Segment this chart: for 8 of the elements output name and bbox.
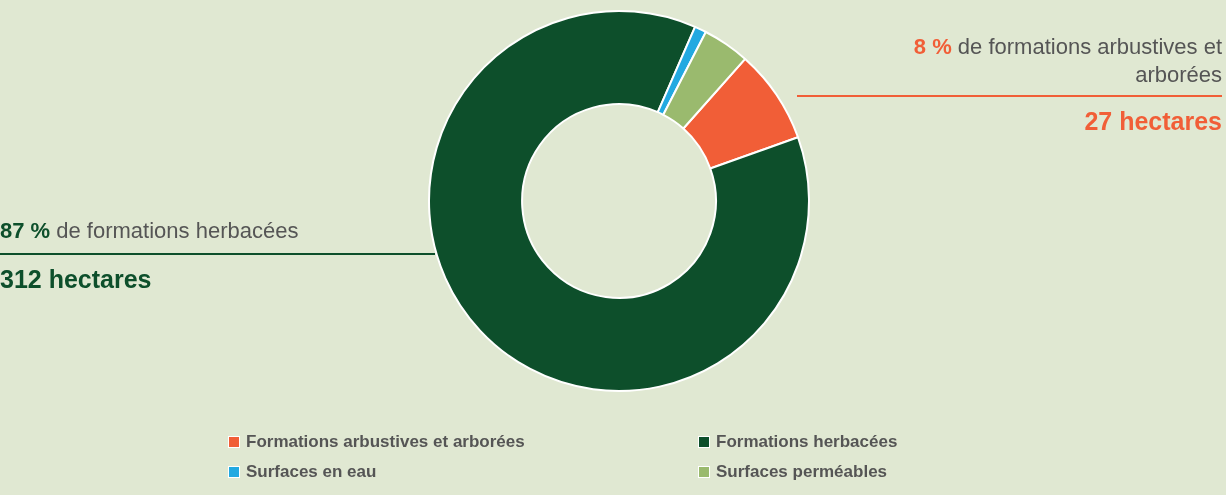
text: 27 hectares — [1084, 107, 1222, 135]
legend-label: Formations herbacées — [715, 432, 899, 452]
legend-label: Surfaces en eau — [245, 462, 378, 482]
text: 8 % de formations arbustives et arborées — [913, 34, 1222, 87]
text: 87 % de formations herbacées — [0, 218, 299, 243]
legend-label: Surfaces perméables — [715, 462, 889, 482]
legend-label: Formations arbustives et arborées — [245, 432, 526, 452]
text: 312 hectares — [0, 265, 152, 293]
